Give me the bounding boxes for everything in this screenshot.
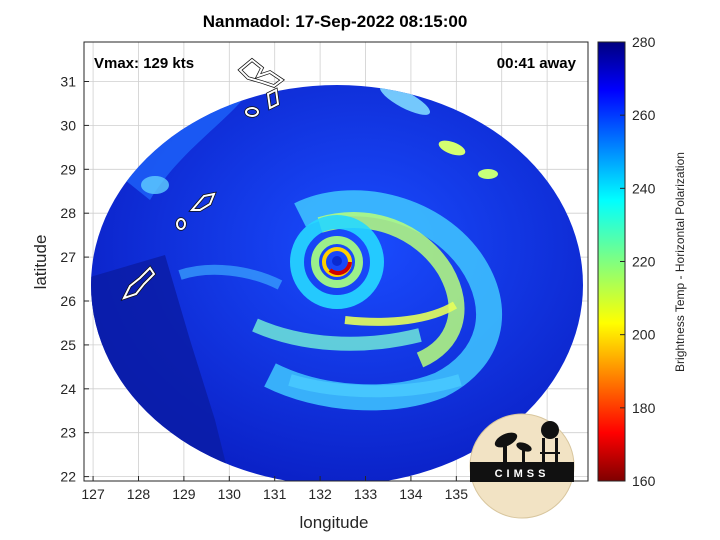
colorbar-tick-label: 180 — [632, 400, 656, 416]
x-tick-label: 135 — [445, 486, 469, 502]
x-tick-label: 133 — [354, 486, 378, 502]
colorbar-tick-label: 280 — [632, 34, 656, 50]
y-tick-label: 23 — [60, 425, 76, 441]
x-tick-label: 128 — [127, 486, 151, 502]
y-tick-label: 30 — [60, 117, 76, 133]
x-tick-label: 132 — [308, 486, 332, 502]
colorbar-tick-label: 220 — [632, 254, 656, 270]
x-tick-label: 129 — [172, 486, 196, 502]
y-tick-label: 29 — [60, 161, 76, 177]
brightness-swath — [91, 85, 583, 481]
coastlines — [120, 57, 286, 301]
x-axis-label: longitude — [299, 513, 368, 532]
y-axis: 22 23 24 25 26 27 28 29 30 31 — [60, 74, 89, 485]
colorbar: 160 180 200 220 240 260 280 Brightness Temp - … — [597, 34, 687, 489]
colorbar-label: Brightness Temp - Horizontal Polarizatio… — [673, 152, 687, 372]
x-tick-label: 130 — [218, 486, 242, 502]
y-tick-label: 28 — [60, 205, 76, 221]
time-away-label: 00:41 away — [497, 55, 577, 72]
x-tick-label: 131 — [263, 486, 287, 502]
plot-title: Nanmadol: 17-Sep-2022 08:15:00 — [202, 12, 468, 31]
y-tick-label: 22 — [60, 469, 76, 485]
y-tick-label: 27 — [60, 249, 76, 265]
y-tick-label: 24 — [60, 381, 76, 397]
y-tick-label: 25 — [60, 337, 76, 353]
colorbar-tick-label: 160 — [632, 473, 656, 489]
colorbar-ticks: 160 180 200 220 240 260 280 — [620, 34, 656, 489]
vmax-label: Vmax: 129 kts — [94, 55, 194, 72]
axes-frame — [83, 41, 589, 482]
x-tick-label: 127 — [81, 486, 105, 502]
colorbar-tick-label: 200 — [632, 327, 656, 343]
x-tick-label: 134 — [399, 486, 423, 502]
colorbar-tick-label: 240 — [632, 180, 656, 196]
cimss-logo: CIMSS — [469, 413, 575, 519]
logo-text: CIMSS — [495, 468, 550, 480]
colorbar-tick-label: 260 — [632, 107, 656, 123]
y-tick-label: 26 — [60, 293, 76, 309]
y-tick-label: 31 — [60, 74, 76, 90]
y-axis-label: latitude — [31, 235, 50, 290]
